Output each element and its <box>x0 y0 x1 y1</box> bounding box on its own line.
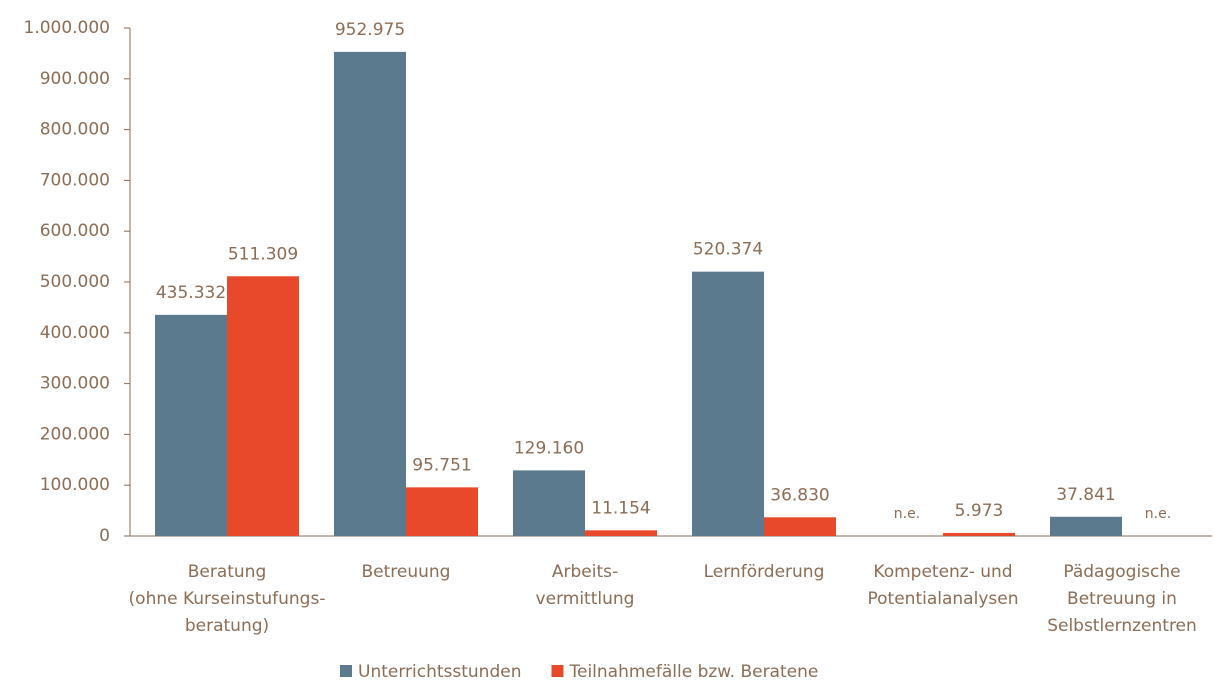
bar <box>585 530 657 536</box>
y-tick-label: 100.000 <box>40 475 110 495</box>
value-label: 11.154 <box>591 498 650 518</box>
value-label: 36.830 <box>770 485 829 505</box>
bar <box>764 517 836 536</box>
x-tick-label: Kompetenz- und <box>873 562 1012 582</box>
legend-swatch <box>340 665 352 677</box>
value-label: 952.975 <box>335 20 405 40</box>
x-tick-label: Beratung <box>188 562 267 582</box>
value-label: 5.973 <box>955 501 1004 521</box>
value-label: 129.160 <box>514 438 584 458</box>
bar <box>692 271 764 536</box>
x-tick-label: Potentialanalysen <box>868 589 1019 609</box>
legend-swatch <box>551 665 564 677</box>
value-label: 520.374 <box>693 240 763 260</box>
y-tick-label: 600.000 <box>40 221 110 241</box>
x-tick-label: Selbstlernzentren <box>1047 616 1197 636</box>
bar <box>1050 516 1122 536</box>
x-tick-label: (ohne Kurseinstufungs- <box>129 589 326 609</box>
y-tick-label: 400.000 <box>40 323 110 343</box>
bar <box>334 51 406 536</box>
bar <box>406 487 478 536</box>
bar <box>155 314 227 536</box>
y-tick-label: 200.000 <box>40 424 110 444</box>
y-tick-label: 900.000 <box>40 69 110 89</box>
y-tick-label: 0 <box>99 526 110 546</box>
value-label: 435.332 <box>156 283 226 303</box>
y-tick-label: 1.000.000 <box>23 18 110 38</box>
legend-label: Unterrichtsstunden <box>358 662 521 682</box>
y-tick-label: 300.000 <box>40 374 110 394</box>
x-tick-label: Lernförderung <box>704 562 825 582</box>
value-label: 37.841 <box>1056 485 1115 505</box>
bar <box>227 276 299 536</box>
x-tick-label: Betreuung in <box>1067 589 1177 609</box>
x-tick-label: Arbeits- <box>552 562 618 582</box>
x-tick-label: Betreuung <box>362 562 451 582</box>
na-label: n.e. <box>894 506 920 522</box>
bar <box>943 532 1015 536</box>
bar <box>513 470 585 536</box>
y-tick-label: 800.000 <box>40 120 110 140</box>
na-label: n.e. <box>1145 506 1171 522</box>
y-tick-label: 700.000 <box>40 170 110 190</box>
y-tick-label: 500.000 <box>40 272 110 292</box>
x-tick-label: beratung) <box>185 616 269 636</box>
legend-label: Teilnahmefälle bzw. Beratene <box>568 662 818 682</box>
value-label: 511.309 <box>228 244 298 264</box>
x-tick-label: vermittlung <box>536 589 635 609</box>
value-label: 95.751 <box>412 455 471 475</box>
x-tick-label: Pädagogische <box>1063 562 1180 582</box>
